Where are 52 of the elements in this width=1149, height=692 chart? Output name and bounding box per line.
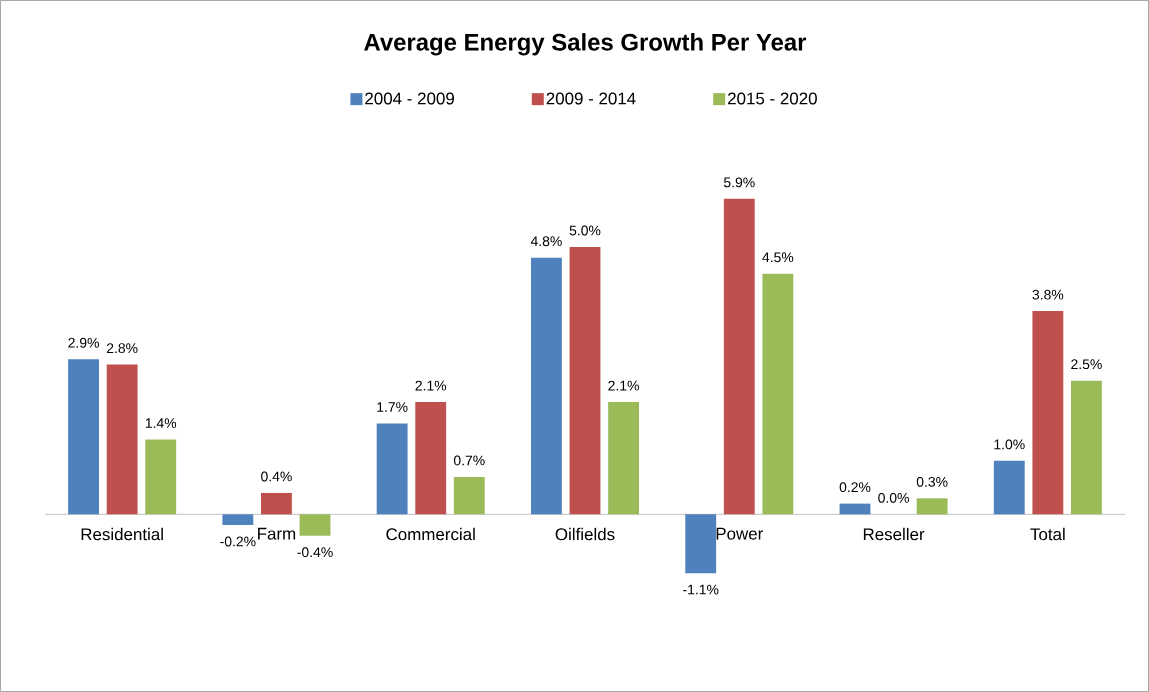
chart-title: Average Energy Sales Growth Per Year: [364, 33, 807, 56]
bar: [376, 423, 408, 515]
data-label: 0.4%: [261, 471, 292, 482]
bar: [723, 198, 755, 515]
data-label: 4.5%: [762, 252, 794, 263]
bar: [1032, 311, 1064, 515]
legend-label: 2009 - 2014: [546, 92, 636, 105]
bar: [685, 514, 717, 574]
data-label: 4.8%: [530, 236, 562, 247]
x-tick-label: Residential: [81, 527, 163, 541]
bar: [145, 439, 177, 515]
bar: [453, 476, 485, 515]
data-label: 0.3%: [916, 476, 948, 487]
data-label: 0.0%: [878, 492, 909, 503]
data-label: 5.0%: [569, 225, 601, 236]
bar: [299, 514, 331, 536]
bar: [916, 498, 948, 515]
data-label: 3.8%: [1032, 289, 1064, 300]
bar: [68, 359, 99, 515]
bar: [762, 273, 794, 515]
bar: [1071, 380, 1102, 515]
bar: [106, 364, 138, 515]
data-label: 2.5%: [1071, 359, 1102, 370]
x-tick-label: Commercial: [386, 527, 475, 541]
bar: [415, 402, 447, 515]
x-tick-label: Reseller: [863, 527, 925, 541]
data-label: 1.0%: [994, 439, 1025, 450]
bar: [261, 492, 292, 515]
x-tick-label: Farm: [258, 527, 296, 540]
x-tick-label: Power: [716, 527, 763, 540]
bar: [222, 514, 254, 526]
data-label: 0.7%: [453, 455, 485, 466]
legend-label: 2015 - 2020: [728, 92, 817, 105]
bar: [569, 246, 601, 515]
data-label: -0.4%: [297, 547, 333, 558]
data-label: -0.2%: [220, 536, 256, 547]
data-label: 2.9%: [68, 337, 99, 348]
data-label: 2.8%: [106, 343, 138, 354]
bar: [839, 503, 871, 515]
data-label: 1.7%: [377, 402, 408, 412]
data-label: -1.1%: [683, 584, 719, 595]
data-label: 0.2%: [839, 482, 871, 493]
x-tick-label: Total: [1030, 527, 1065, 541]
data-label: 2.1%: [415, 380, 447, 391]
data-label: 5.9%: [723, 177, 755, 188]
data-label: 1.4%: [145, 418, 177, 428]
data-label: 2.1%: [608, 380, 639, 391]
legend-label: 2004 - 2009: [365, 92, 454, 105]
bar: [993, 460, 1025, 515]
bar: [531, 257, 562, 515]
bar: [608, 402, 639, 515]
x-tick-label: Oilfields: [555, 527, 615, 541]
